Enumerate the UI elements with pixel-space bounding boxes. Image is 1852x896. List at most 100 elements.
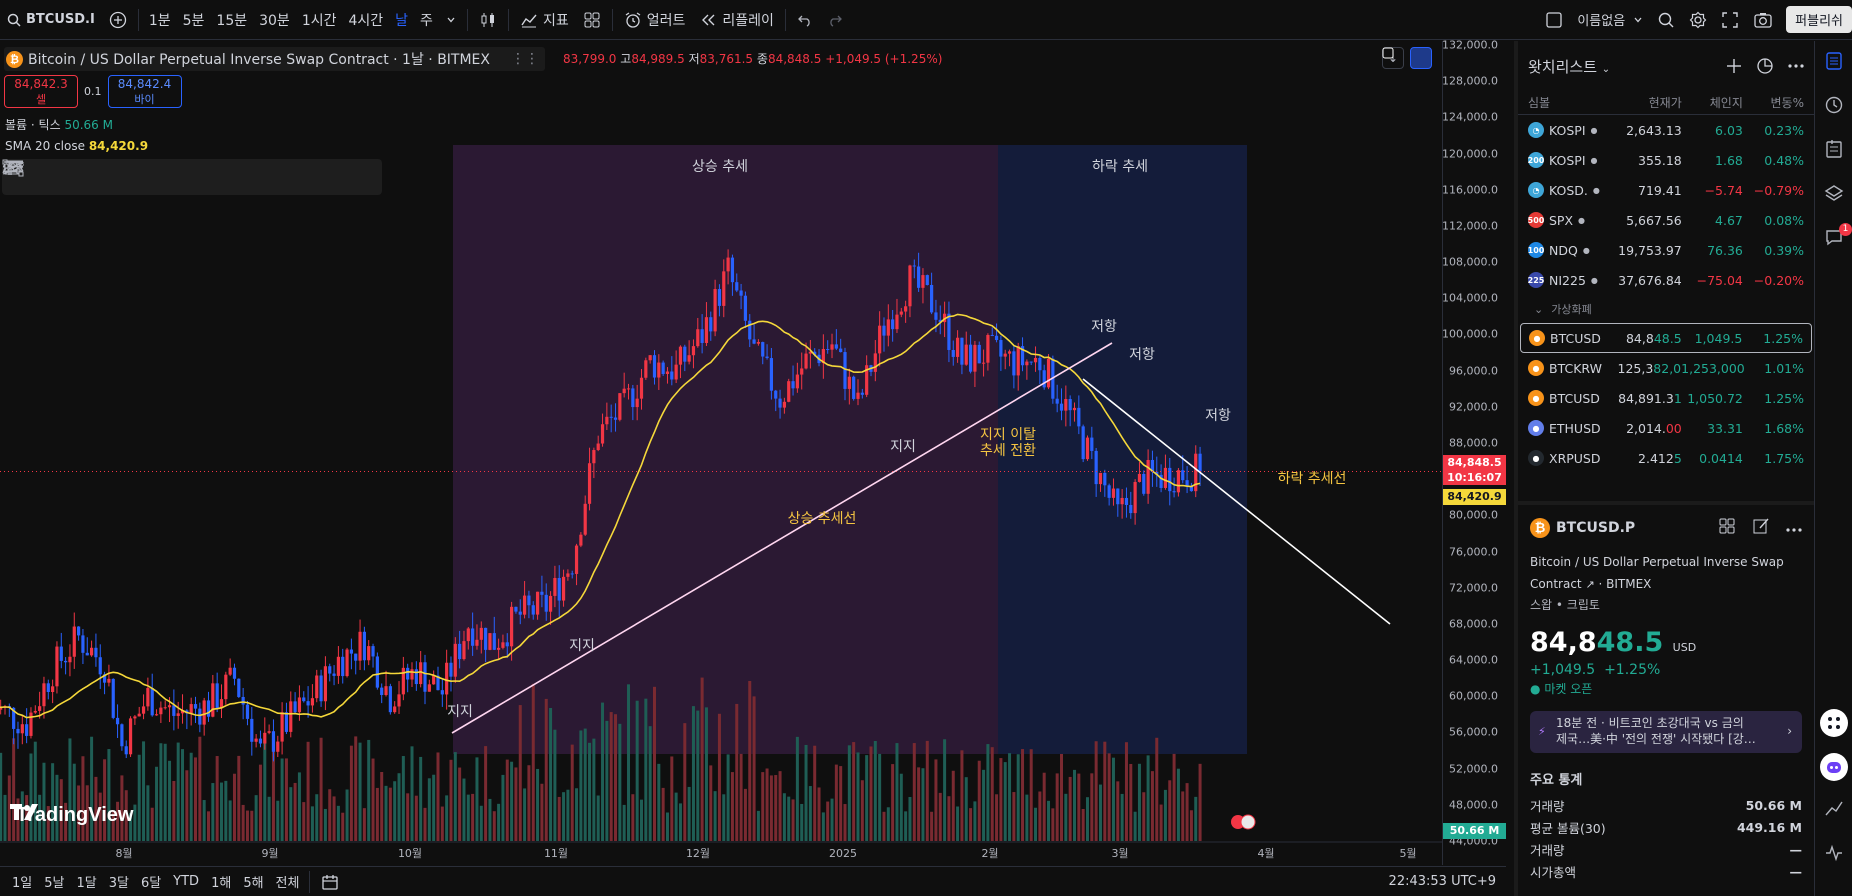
interval-option[interactable]: 1시간 bbox=[301, 12, 337, 29]
watchlist-row[interactable]: ● BTCKRW 125,382,0 1,253,000 1.01% bbox=[1518, 353, 1814, 383]
candle-body bbox=[852, 376, 856, 399]
watchlist-row[interactable]: ● ETHUSD 2,014.00 33.31 1.68% bbox=[1518, 413, 1814, 443]
watchlist-row[interactable]: ● BTCUSD 84,891.31 1,050.72 1.25% bbox=[1518, 383, 1814, 413]
buy-button[interactable]: 84,842.4 바이 bbox=[107, 75, 182, 108]
advanced-view-button[interactable] bbox=[1756, 57, 1774, 75]
range-option[interactable]: 1달 bbox=[76, 876, 97, 891]
more-dots-icon[interactable]: ⋮⋮ bbox=[511, 51, 539, 67]
symbol-legend[interactable]: ₿ Bitcoin / US Dollar Perpetual Inverse … bbox=[4, 47, 545, 71]
volume-bar bbox=[1008, 753, 1012, 841]
chart-area[interactable]: 상승 추세 하락 추세 지지 지지 지지 상승 추세선 지지 이탈 추세 전환 저항 저항 저항 하락… bbox=[0, 39, 1506, 865]
candle-body bbox=[345, 649, 349, 677]
volume-bar bbox=[315, 794, 319, 841]
news-item[interactable]: ⚡ 18분 전 · 비트코인 초강대국 vs 금의 제국…美·中 '전의 전쟁'… bbox=[1530, 711, 1802, 753]
interval-dropdown[interactable] bbox=[439, 0, 463, 40]
alerts-tab[interactable] bbox=[1815, 85, 1852, 129]
price-axis[interactable]: 132,000.0 128,000.0 124,000.0 120,000.0 116,… bbox=[1442, 39, 1506, 865]
candle-body bbox=[1003, 353, 1007, 357]
col-price[interactable]: 현재가 bbox=[1648, 96, 1682, 110]
chats-tab[interactable]: 1 bbox=[1815, 217, 1852, 261]
symbol-search[interactable]: BTCUSD.I bbox=[0, 0, 102, 40]
settings-button[interactable] bbox=[1682, 0, 1714, 40]
snapshot-button[interactable] bbox=[1746, 0, 1780, 40]
watchlist-tab[interactable] bbox=[1815, 41, 1852, 85]
details-exchange[interactable]: BITMEX bbox=[1606, 577, 1652, 591]
sma-indicator-legend[interactable]: SMA 20 close 84,420.9 bbox=[5, 139, 148, 153]
news-tab[interactable] bbox=[1815, 833, 1852, 877]
interval-option[interactable]: 15분 bbox=[216, 12, 248, 29]
sync-button[interactable] bbox=[1382, 47, 1432, 69]
redo-button[interactable] bbox=[820, 0, 850, 40]
range-option[interactable]: 전체 bbox=[275, 876, 300, 891]
publish-button[interactable]: 퍼블리쉬 bbox=[1786, 6, 1852, 33]
tradingview-logo[interactable]: TradingView bbox=[10, 804, 133, 827]
range-option[interactable]: 6달 bbox=[140, 876, 162, 891]
layout-button[interactable]: 이름없음 bbox=[1538, 0, 1650, 40]
replay-button[interactable]: 리플레이 bbox=[692, 0, 781, 40]
range-option[interactable]: YTD bbox=[173, 874, 200, 889]
more-horizontal-icon[interactable] bbox=[1786, 520, 1802, 536]
divider bbox=[611, 8, 613, 31]
watchlist-row[interactable]: 200 KOSPI ● 355.18 1.68 0.48% bbox=[1518, 145, 1814, 175]
trading-panel-tab[interactable] bbox=[1815, 789, 1852, 833]
alert-button[interactable]: 얼러트 bbox=[617, 0, 693, 40]
interval-option[interactable]: 날 bbox=[395, 12, 409, 29]
volume-indicator-legend[interactable]: 볼륨 · 틱스 50.66 M bbox=[5, 116, 113, 133]
object-tree-tab[interactable] bbox=[1815, 129, 1852, 173]
details-symbol[interactable]: BTCUSD.P bbox=[1556, 520, 1636, 536]
goto-date-button[interactable] bbox=[314, 862, 346, 896]
price-tick: 92,000.0 bbox=[1449, 400, 1498, 414]
sell-button[interactable]: 84,842.3 셀 bbox=[4, 75, 78, 108]
interval-option[interactable]: 30분 bbox=[259, 12, 290, 29]
col-change-pct[interactable]: 변동% bbox=[1770, 96, 1804, 110]
watchlist-row[interactable]: 100 NDQ ● 19,753.97 76.36 0.39% bbox=[1518, 235, 1814, 265]
fullscreen-button[interactable] bbox=[1714, 0, 1746, 40]
watchlist-group-header[interactable]: ⌄ 가상화폐 bbox=[1518, 295, 1814, 323]
breakdown-label: 지지 이탈 bbox=[980, 427, 1036, 443]
price-tick: 88,000.0 bbox=[1449, 436, 1498, 450]
assistant-tab[interactable] bbox=[1815, 745, 1852, 789]
watchlist-row[interactable]: 500 SPX ● 5,667.56 4.67 0.08% bbox=[1518, 205, 1814, 235]
volume-bar bbox=[284, 758, 288, 841]
add-symbol-button[interactable] bbox=[1726, 58, 1742, 74]
chart-type-button[interactable] bbox=[472, 0, 504, 40]
watchlist-title-button[interactable]: 왓치리스트 ⌄ bbox=[1528, 56, 1712, 77]
apps-tab[interactable] bbox=[1815, 701, 1852, 745]
layers-tab[interactable] bbox=[1815, 173, 1852, 217]
volume-bar bbox=[12, 738, 16, 841]
layout-grid-icon[interactable] bbox=[1718, 517, 1736, 539]
watchlist-row[interactable]: ◔ KOSPI ● 2,643.13 6.03 0.23% bbox=[1518, 115, 1814, 145]
interval-option[interactable]: 5분 bbox=[182, 12, 205, 29]
interval-option[interactable]: 4시간 bbox=[348, 12, 384, 29]
range-option[interactable]: 1일 bbox=[12, 876, 33, 891]
col-change[interactable]: 체인지 bbox=[1709, 96, 1743, 110]
candle-body bbox=[968, 344, 973, 372]
range-option[interactable]: 3달 bbox=[108, 876, 129, 891]
range-option[interactable]: 5날 bbox=[44, 876, 65, 891]
crypto-icon: ● bbox=[1529, 330, 1545, 346]
more-options-button[interactable] bbox=[1788, 64, 1804, 68]
interval-option[interactable]: 1분 bbox=[148, 12, 171, 29]
watchlist-row[interactable]: 225 NI225 ● 37,676.84 −75.04 −0.20% bbox=[1518, 265, 1814, 295]
volume-bar bbox=[886, 807, 890, 841]
edit-icon[interactable] bbox=[1752, 517, 1770, 539]
interval-option[interactable]: 주 bbox=[420, 12, 433, 29]
watchlist-row[interactable]: ● XRPUSD 2.4125 0.0414 1.75% bbox=[1518, 443, 1814, 473]
quick-search-button[interactable] bbox=[1650, 0, 1682, 40]
undo-button[interactable] bbox=[790, 0, 820, 40]
watchlist-row[interactable]: ◔ KOSD. ● 719.41 −5.74 −0.79% bbox=[1518, 175, 1814, 205]
watchlist-row[interactable]: ● BTCUSD 84,848.5 1,049.5 1.25% bbox=[1520, 323, 1812, 353]
templates-button[interactable] bbox=[576, 0, 608, 40]
compare-button[interactable] bbox=[102, 0, 134, 40]
timezone-clock[interactable]: 22:43:53 UTC+9 bbox=[1388, 874, 1496, 889]
range-option[interactable]: 5해 bbox=[243, 876, 264, 891]
external-link-icon[interactable]: ↗ bbox=[1585, 578, 1595, 591]
col-symbol[interactable]: 심볼 bbox=[1528, 96, 1551, 110]
indicators-button[interactable]: 지표 bbox=[513, 0, 576, 40]
scroll-down-button[interactable]: ↓ bbox=[1382, 47, 1404, 69]
volume-bar bbox=[899, 773, 903, 841]
watchlist-columns: 심볼 현재가 체인지 변동% bbox=[1518, 91, 1814, 115]
range-option[interactable]: 1해 bbox=[211, 876, 232, 891]
volume-bar bbox=[557, 796, 561, 841]
